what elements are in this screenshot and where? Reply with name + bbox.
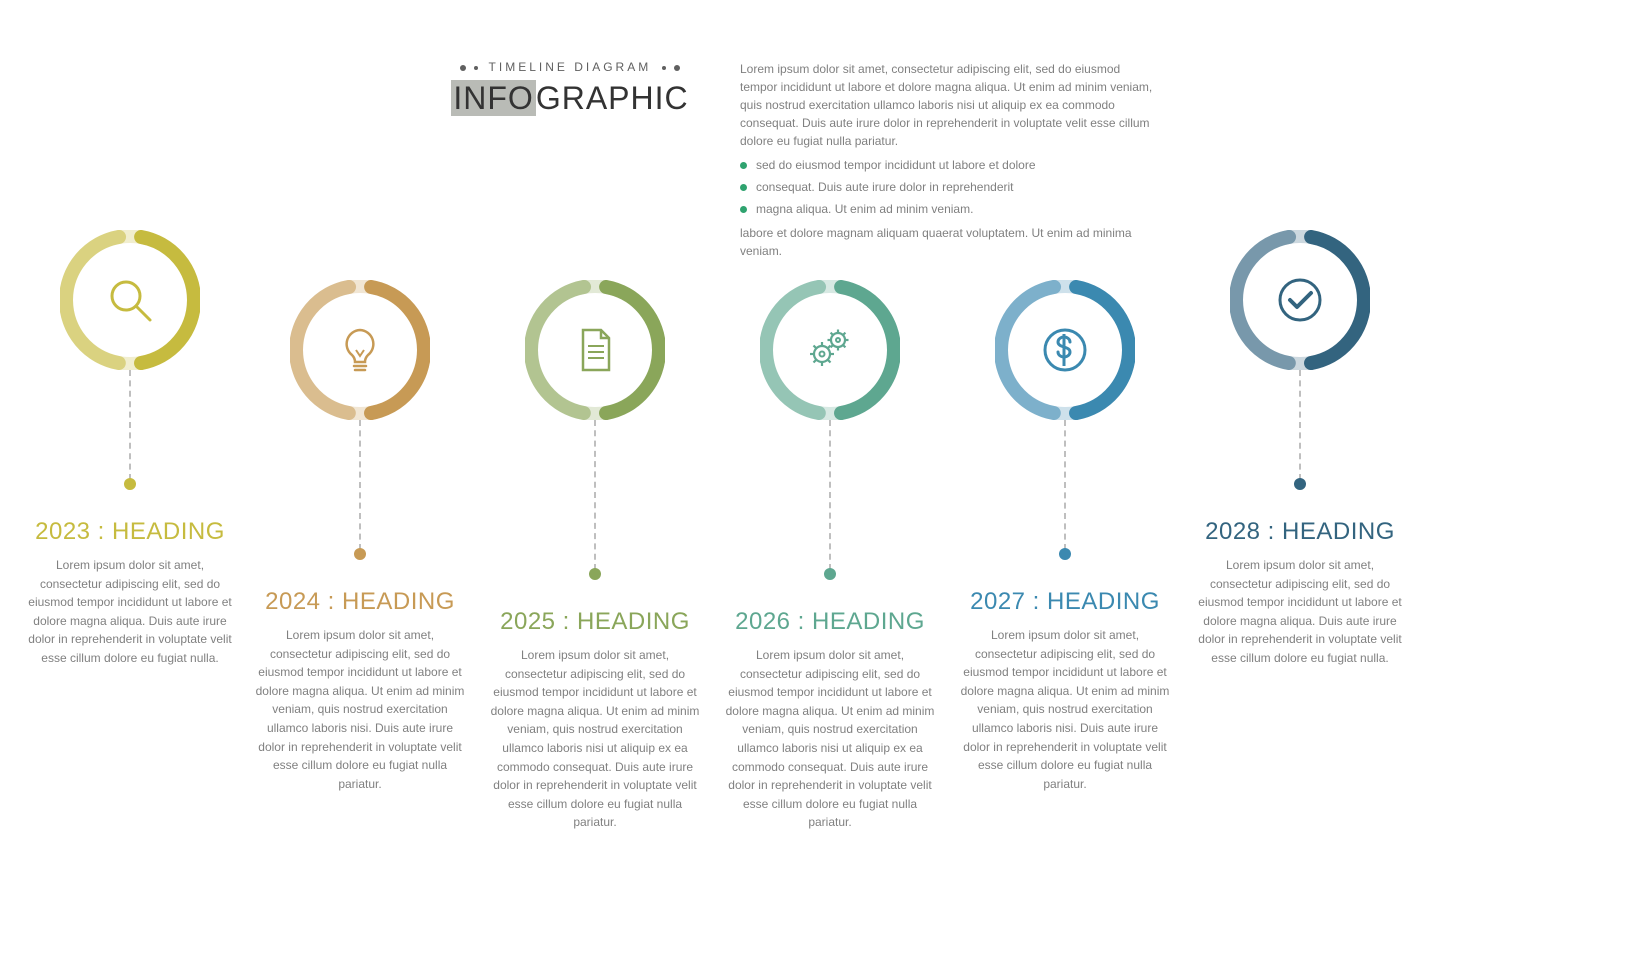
main-title: INFOGRAPHIC <box>440 80 700 117</box>
intro-para-2: labore et dolore magnam aliquam quaerat … <box>740 224 1160 260</box>
intro-para-1: Lorem ipsum dolor sit amet, consectetur … <box>740 60 1160 150</box>
timeline-step: 2024 : HEADING Lorem ipsum dolor sit amet… <box>250 280 470 793</box>
eyebrow: TIMELINE DIAGRAM <box>440 60 700 74</box>
step-body: Lorem ipsum dolor sit amet, consectetur … <box>1190 556 1410 668</box>
check-icon <box>1230 230 1370 370</box>
step-circle <box>525 280 665 420</box>
step-title: 2023 : HEADING <box>20 518 240 546</box>
title-rest: GRAPHIC <box>536 80 689 116</box>
step-circle <box>290 280 430 420</box>
search-icon <box>60 230 200 370</box>
timeline-step: 2023 : HEADING Lorem ipsum dolor sit amet… <box>20 230 240 668</box>
connector-line <box>829 420 831 570</box>
connector-line <box>129 370 131 480</box>
connector-line <box>594 420 596 570</box>
intro-bullet: consequat. Duis aute irure dolor in repr… <box>740 178 1160 196</box>
step-circle <box>760 280 900 420</box>
timeline-step: 2025 : HEADING Lorem ipsum dolor sit amet… <box>485 280 705 832</box>
eyebrow-text: TIMELINE DIAGRAM <box>489 60 652 74</box>
bulb-icon <box>290 280 430 420</box>
connector-dot <box>1059 548 1071 560</box>
step-title: 2026 : HEADING <box>720 608 940 636</box>
step-title: 2027 : HEADING <box>955 588 1175 616</box>
connector-dot <box>124 478 136 490</box>
connector-dot <box>354 548 366 560</box>
step-circle <box>1230 230 1370 370</box>
timeline-step: 2027 : HEADING Lorem ipsum dolor sit amet… <box>955 280 1175 793</box>
step-title: 2025 : HEADING <box>485 608 705 636</box>
timeline-step: 2028 : HEADING Lorem ipsum dolor sit amet… <box>1190 230 1410 668</box>
intro-bullets: sed do eiusmod tempor incididunt ut labo… <box>740 156 1160 218</box>
dollar-icon <box>995 280 1135 420</box>
step-circle <box>60 230 200 370</box>
connector-line <box>1299 370 1301 480</box>
step-body: Lorem ipsum dolor sit amet, consectetur … <box>955 626 1175 793</box>
step-title: 2024 : HEADING <box>250 588 470 616</box>
intro-text-block: Lorem ipsum dolor sit amet, consectetur … <box>740 60 1160 264</box>
gears-icon <box>760 280 900 420</box>
step-circle <box>995 280 1135 420</box>
connector-line <box>1064 420 1066 550</box>
timeline-step: 2026 : HEADING Lorem ipsum dolor sit amet… <box>720 280 940 832</box>
step-body: Lorem ipsum dolor sit amet, consectetur … <box>720 646 940 832</box>
connector-line <box>359 420 361 550</box>
step-body: Lorem ipsum dolor sit amet, consectetur … <box>20 556 240 668</box>
connector-dot <box>824 568 836 580</box>
connector-dot <box>589 568 601 580</box>
step-body: Lorem ipsum dolor sit amet, consectetur … <box>485 646 705 832</box>
title-highlight: INFO <box>451 80 535 116</box>
header-block: TIMELINE DIAGRAM INFOGRAPHIC <box>440 60 700 117</box>
connector-dot <box>1294 478 1306 490</box>
step-title: 2028 : HEADING <box>1190 518 1410 546</box>
document-icon <box>525 280 665 420</box>
step-body: Lorem ipsum dolor sit amet, consectetur … <box>250 626 470 793</box>
intro-bullet: sed do eiusmod tempor incididunt ut labo… <box>740 156 1160 174</box>
infographic-canvas: { "header": { "eyebrow": "TIMELINE DIAGR… <box>0 0 1633 980</box>
intro-bullet: magna aliqua. Ut enim ad minim veniam. <box>740 200 1160 218</box>
